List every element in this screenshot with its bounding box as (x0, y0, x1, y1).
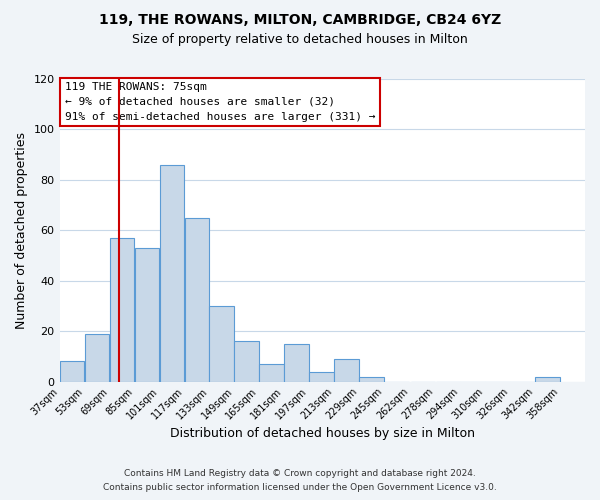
Bar (110, 238, 134, 382)
Bar (60, 362, 84, 382)
Bar (235, 342, 259, 382)
Text: 119 THE ROWANS: 75sqm
← 9% of detached houses are smaller (32)
91% of semi-detac: 119 THE ROWANS: 75sqm ← 9% of detached h… (65, 82, 375, 122)
Bar (259, 364, 284, 382)
Bar (160, 165, 184, 382)
X-axis label: Distribution of detached houses by size in Milton: Distribution of detached houses by size … (170, 427, 475, 440)
Text: Size of property relative to detached houses in Milton: Size of property relative to detached ho… (132, 32, 468, 46)
Bar (309, 372, 334, 382)
Bar (334, 359, 359, 382)
Bar (535, 376, 560, 382)
Bar (359, 376, 383, 382)
Bar (134, 248, 159, 382)
Text: 119, THE ROWANS, MILTON, CAMBRIDGE, CB24 6YZ: 119, THE ROWANS, MILTON, CAMBRIDGE, CB24… (99, 12, 501, 26)
Bar (185, 218, 209, 382)
Bar (284, 344, 309, 382)
Y-axis label: Number of detached properties: Number of detached properties (15, 132, 28, 329)
Text: Contains public sector information licensed under the Open Government Licence v3: Contains public sector information licen… (103, 484, 497, 492)
Text: Contains HM Land Registry data © Crown copyright and database right 2024.: Contains HM Land Registry data © Crown c… (124, 468, 476, 477)
Bar (85, 334, 109, 382)
Bar (209, 306, 234, 382)
